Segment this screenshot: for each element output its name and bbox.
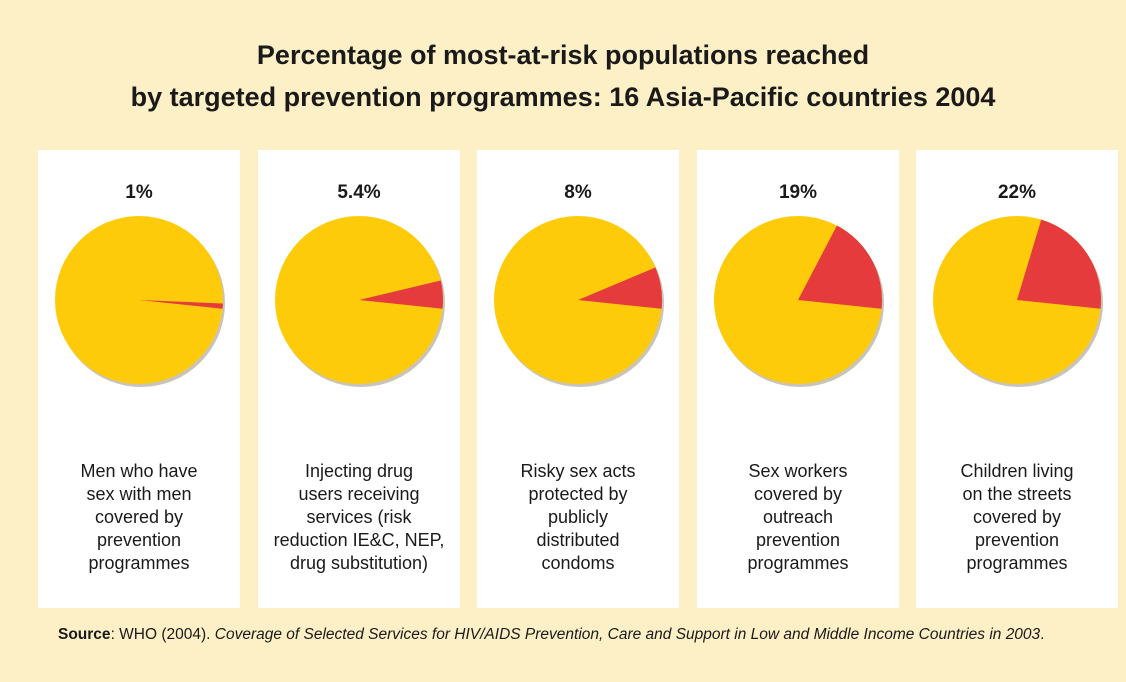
pie-slice-reached [1017, 219, 1101, 309]
title-line-2: by targeted prevention programmes: 16 As… [130, 82, 996, 112]
category-label-line: publicly [547, 507, 609, 527]
pie-slice-reached [139, 300, 223, 309]
source-text: : WHO (2004). [110, 626, 215, 643]
pie-value-label: 19% [778, 182, 818, 203]
pie-panel-5: 22% Children living on the streets covered … [916, 150, 1118, 608]
pie-value-label: 5.4% [337, 182, 381, 203]
pie-value-label: 22% [997, 182, 1037, 203]
pie-category-label: Risky sex acts protected by publicly distri… [477, 460, 679, 575]
pie-value-label: 1% [125, 182, 153, 203]
category-label-line: programmes [747, 553, 849, 573]
source-note: Source: WHO (2004). Coverage of Selected… [58, 625, 1098, 645]
category-label-line: Injecting drug [304, 461, 414, 481]
pie-chart [275, 216, 445, 387]
category-label-line: distributed [536, 530, 620, 550]
pie-chart [494, 216, 664, 387]
source-title: Coverage of Selected Services for HIV/AI… [214, 626, 1041, 643]
category-label-line: prevention [96, 530, 182, 550]
category-label-line: Risky sex acts [520, 461, 636, 481]
category-label-line: covered by [972, 507, 1062, 527]
source-end: . [1040, 626, 1045, 643]
pie-chart [933, 216, 1103, 387]
chart-title: Percentage of most-at-risk populations r… [0, 34, 1126, 118]
pie-category-label: Men who have sex with men covered by preven… [38, 460, 240, 575]
pie-slice-reached [578, 267, 662, 309]
pie-category-label: Sex workers covered by outreach prevention p… [697, 460, 899, 575]
category-label-line: prevention [974, 530, 1060, 550]
category-label-line: condoms [541, 553, 615, 573]
category-label-line: Children living [960, 461, 1074, 481]
category-label-line: Sex workers [748, 461, 848, 481]
pie-value-label: 8% [564, 182, 592, 203]
category-label-line: sex with men [86, 484, 192, 504]
category-label-line: covered by [753, 484, 843, 504]
pie-chart [714, 216, 884, 387]
category-label-line: users receiving [298, 484, 420, 504]
category-label-line: Men who have [80, 461, 198, 481]
category-label-line: services (risk [306, 507, 412, 527]
category-label-line: covered by [94, 507, 184, 527]
pie-slice-reached [798, 225, 882, 309]
pie-panel-2: 5.4% Injecting drug users receiving service… [258, 150, 460, 608]
pie-slice-reached [359, 280, 443, 309]
pie-chart [55, 216, 225, 387]
pie-panel-1: 1% Men who have sex with men covered by prev… [38, 150, 240, 608]
category-label-line: on the streets [962, 484, 1072, 504]
pie-panel-3: 8% Risky sex acts protected by publicly dist… [477, 150, 679, 608]
pie-category-label: Children living on the streets covered by p… [916, 460, 1118, 575]
pie-panel-4: 19% Sex workers covered by outreach preventi… [697, 150, 899, 608]
category-label-line: protected by [528, 484, 628, 504]
category-label-line: outreach [762, 507, 834, 527]
category-label-line: programmes [88, 553, 190, 573]
pie-category-label: Injecting drug users receiving services (r… [258, 460, 460, 575]
category-label-line: reduction IE&C, NEP, [273, 530, 445, 550]
title-line-1: Percentage of most-at-risk populations r… [256, 40, 870, 70]
category-label-line: prevention [755, 530, 841, 550]
category-label-line: drug substitution) [289, 553, 429, 573]
category-label-line: programmes [966, 553, 1068, 573]
source-label: Source [58, 626, 111, 643]
